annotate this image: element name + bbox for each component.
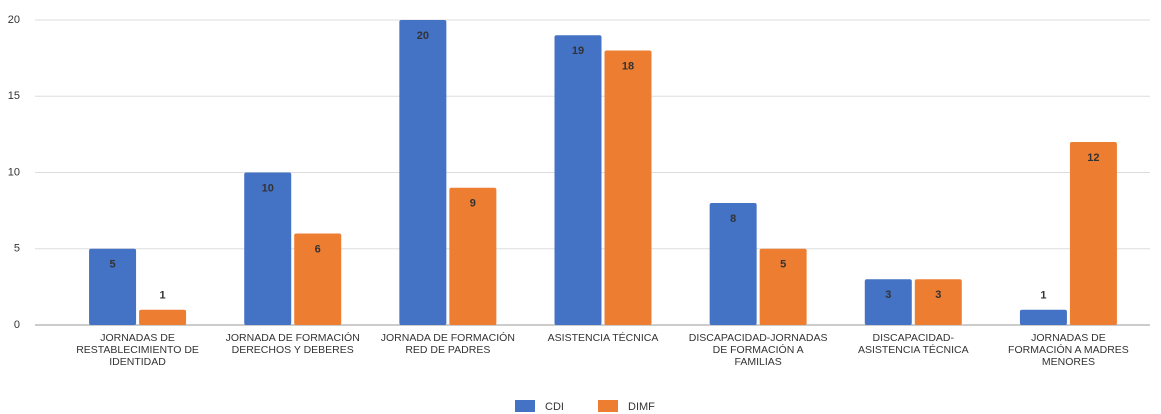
x-tick-label: JORNADA DE FORMACIÓN RED DE PADRES: [380, 332, 515, 356]
x-tick-label: DISCAPACIDAD-ASISTENCIA TÉCNICA: [857, 332, 969, 356]
bar: [759, 248, 807, 325]
data-label: 3: [885, 289, 891, 301]
data-label: 18: [622, 60, 634, 72]
data-label: 19: [572, 45, 584, 57]
bar: [294, 233, 342, 325]
bar: [244, 172, 292, 325]
bar: [449, 187, 497, 325]
x-tick-label: JORNADAS DE FORMACIÓN A MADRES MENORES: [1008, 332, 1129, 368]
bar: [554, 35, 602, 325]
legend-label: CDI: [545, 401, 564, 413]
data-label: 6: [315, 243, 321, 255]
data-label: 12: [1087, 152, 1099, 164]
data-label: 5: [110, 259, 116, 271]
data-label: 1: [1040, 290, 1046, 302]
data-label: 3: [935, 289, 941, 301]
data-label: 8: [730, 213, 736, 225]
bar: [914, 279, 962, 325]
legend-swatch: [515, 400, 535, 412]
data-label: 5: [780, 259, 786, 271]
legend-label: DIMF: [628, 401, 655, 413]
legend-swatch: [598, 400, 618, 412]
y-tick-label: 5: [14, 243, 20, 255]
bar: [1019, 309, 1067, 325]
x-tick-label: ASISTENCIA TÉCNICA: [547, 332, 659, 344]
y-tick-label: 20: [8, 14, 20, 26]
bar: [89, 248, 137, 325]
y-tick-label: 15: [8, 90, 20, 102]
y-tick-label: 10: [8, 166, 20, 178]
bar: [604, 50, 652, 325]
bar: [399, 20, 447, 325]
bar: [709, 203, 757, 325]
y-tick-label: 0: [14, 319, 20, 331]
x-tick-label: DISCAPACIDAD-JORNADAS DE FORMACIÓN A FAM…: [688, 332, 828, 368]
data-label: 20: [417, 30, 429, 42]
bar: [139, 309, 187, 325]
data-label: 9: [470, 198, 476, 210]
data-label: 1: [160, 290, 166, 302]
bar: [864, 279, 912, 325]
bar: [1069, 142, 1117, 325]
data-label: 10: [262, 182, 274, 194]
x-tick-label: JORNADA DE FORMACIÓN DERECHOS Y DEBERES: [225, 332, 360, 356]
x-tick-label: JORNADAS DE RESTABLECIMIENTO DE IDENTIDA…: [76, 332, 199, 368]
